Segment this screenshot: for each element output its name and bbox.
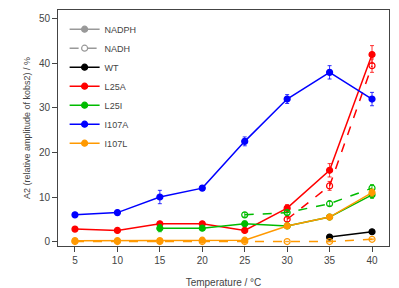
svg-text:15: 15	[154, 255, 166, 266]
svg-text:0: 0	[44, 236, 50, 247]
svg-text:20: 20	[39, 147, 51, 158]
svg-text:NADPH: NADPH	[105, 25, 137, 35]
svg-text:I107L: I107L	[105, 139, 128, 149]
svg-text:Temperature / °C: Temperature / °C	[186, 277, 262, 288]
svg-text:I107A: I107A	[105, 120, 129, 130]
svg-text:5: 5	[72, 255, 78, 266]
svg-text:10: 10	[39, 192, 51, 203]
svg-text:WT: WT	[105, 63, 119, 73]
svg-text:20: 20	[197, 255, 209, 266]
svg-text:30: 30	[39, 102, 51, 113]
svg-text:L25A: L25A	[105, 82, 126, 92]
svg-text:40: 40	[39, 58, 51, 69]
svg-text:L25I: L25I	[105, 101, 123, 111]
svg-text:10: 10	[112, 255, 124, 266]
svg-text:NADH: NADH	[105, 44, 131, 54]
svg-text:35: 35	[324, 255, 336, 266]
svg-text:30: 30	[282, 255, 294, 266]
svg-text:40: 40	[366, 255, 378, 266]
svg-text:A2 (relative amplitude of kobs: A2 (relative amplitude of kobs2) / %	[22, 57, 32, 199]
svg-text:25: 25	[239, 255, 251, 266]
svg-text:50: 50	[39, 13, 51, 24]
